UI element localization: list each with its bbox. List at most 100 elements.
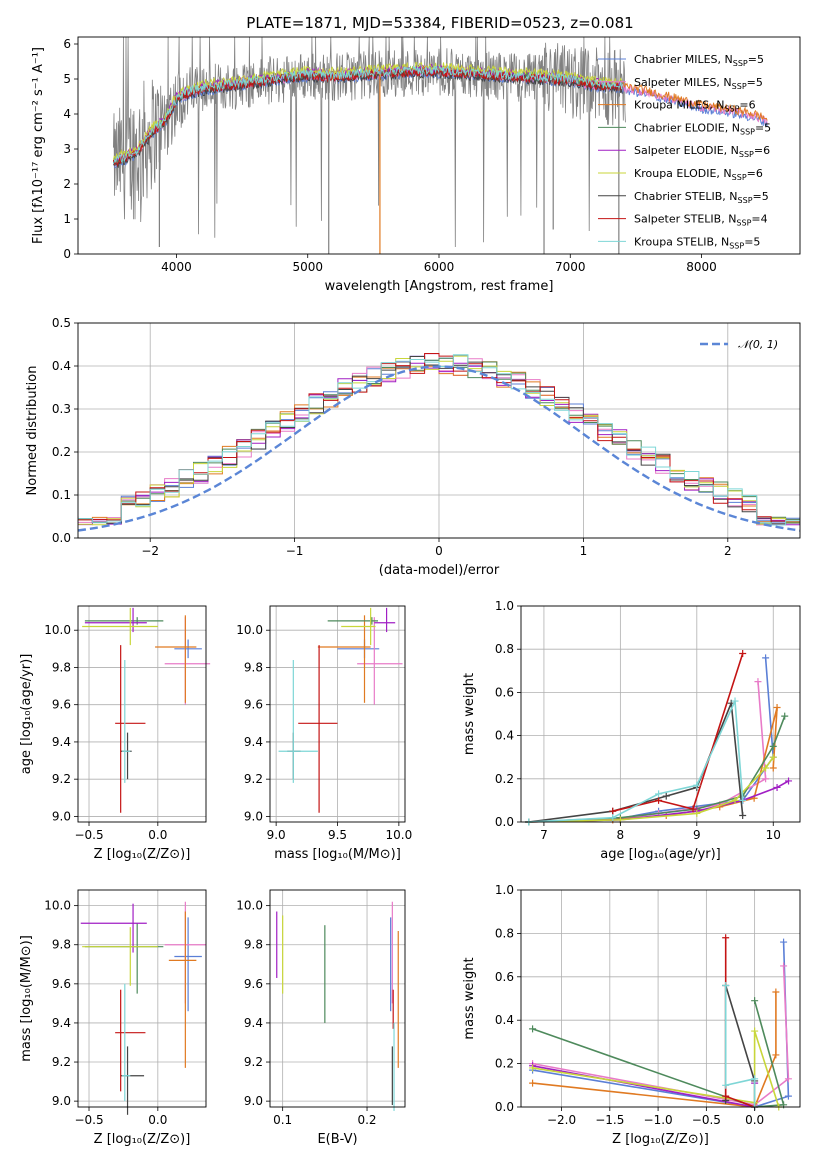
x-tick-label: 4000 [161,260,192,274]
y-tick-label: 0.6 [495,970,514,984]
legend-label: Kroupa MILES, NSSP=6 [634,99,756,114]
x-tick-label: −2 [141,544,159,558]
x-tick-label: 0.2 [357,1113,376,1127]
x-tick-label: 0.0 [745,1113,764,1127]
legend-label: Kroupa ELODIE, NSSP=6 [634,167,763,182]
y-tick-label: 1.0 [495,599,514,613]
x-tick-label: 9.0 [267,828,286,842]
legend-tail: =6 [754,144,770,157]
series-salpeter-stelib [722,934,759,1111]
point-kroupa-miles [168,911,197,1068]
y-tick-label: 9.4 [244,735,263,749]
y-tick-label: 3 [63,142,71,156]
legend-tail: =5 [753,190,769,203]
y-tick-label: 1 [63,212,71,226]
point-kroupa-elodie [82,927,158,986]
point-kroupa-stelib [122,660,131,783]
x-tick-label: 0 [435,544,443,558]
series-marker [609,807,617,815]
legend-tail: =6 [747,167,763,180]
x-tick-label: −0.5 [692,1113,721,1127]
y-tick-label: 9.4 [52,1016,71,1030]
x-tick-label: 0.0 [148,828,167,842]
series-marker [722,1092,730,1100]
series-line [724,985,756,1107]
axes-mass-vs-Z: −0.5 0.0 9.0 9.2 9.4 9.6 9.8 10.0 Z [log₁₀(Z/Z⊙)… [19,889,207,1147]
axes-frame [77,605,207,823]
axes-weight-vs-age: 7 8 9 10 0.0 0.2 0.4 0.6 0.8 1.0 age [log₁₀(age/yr… [462,599,801,862]
y-tick-label: 0.0 [495,1100,514,1114]
series-marker [762,764,770,772]
series-kroupa-elodie [529,1027,783,1111]
series-marker [780,962,788,970]
axes-age-vs-Z: −0.5 0.0 9.0 9.2 9.4 9.6 9.8 10.0 Z [log₁₀(Z/Z⊙)… [19,605,211,862]
series-marker [731,697,739,705]
y-tick-label: 0.0 [495,815,514,829]
series-line [612,653,744,812]
series-marker [689,805,697,813]
series-marker [731,796,739,804]
y-tick-label: 9.6 [52,698,71,712]
histogram-kroupa-stelib [78,354,800,526]
series-marker [751,1075,759,1083]
axes-spectrum: 4000 5000 6000 7000 8000 0 1 2 3 4 5 6 wavelength [A… [31,36,801,294]
point-kroupa-stelib [122,983,131,1102]
x-tick-label: 7000 [555,260,586,274]
series-marker [754,678,762,686]
y-axis-label: mass weight [462,957,477,1039]
legend-label: Salpeter STELIB, NSSP=4 [634,213,768,228]
legend-tail: =5 [744,235,760,248]
point-salpeter-stelib [298,645,338,813]
series-marker [693,809,701,817]
y-tick-label: 0.4 [495,729,514,743]
legend-tail: =5 [748,53,764,66]
y-tick-label: 9.0 [244,809,263,823]
y-tick-label: 10.0 [44,899,71,913]
y-tick-label: 0.3 [52,402,71,416]
x-tick-label: 6000 [424,260,455,274]
point-salpeter-stelib [115,989,146,1092]
series-marker [739,650,747,658]
series-marker [769,742,777,750]
axes-frame [520,889,801,1108]
point-chabrier-stelib [120,1046,145,1115]
y-axis-label: Flux [fλ10⁻¹⁷ erg cm⁻² s⁻¹ A⁻¹] [31,47,46,244]
x-axis-label: Z [log₁₀(Z/Z⊙)] [94,847,191,862]
series-marker [655,796,663,804]
y-axis-label: mass weight [462,673,477,755]
y-tick-label: 0.2 [52,445,71,459]
series-marker [655,790,663,798]
legend-sub: SSP [729,241,744,250]
y-tick-label: 9.6 [244,698,263,712]
legend-sub: SSP [732,173,747,182]
x-tick-label: 8 [617,828,625,842]
point-kroupa-stelib [278,660,318,783]
series-line [532,965,790,1106]
legend-label: Salpeter ELODIE, NSSP=6 [634,144,770,159]
point-salpeter-stelib [115,645,146,813]
y-tick-label: 0.5 [52,316,71,330]
series-line [528,715,786,823]
x-axis-label: age [log₁₀(age/yr)] [600,847,721,862]
series-marker [662,792,670,800]
series-line [532,992,777,1108]
x-tick-label: −1.0 [644,1113,673,1127]
x-tick-label: 9 [693,828,701,842]
y-tick-label: 4 [63,107,71,121]
series-marker [785,777,793,785]
point-kroupa-elodie [341,607,376,646]
series-line [528,756,774,823]
normal-curve [77,365,801,532]
point-chabrier-miles [174,917,202,1012]
series-marker [769,764,777,772]
y-tick-label: 9.0 [52,1094,71,1108]
series-chabrier-miles [529,938,792,1111]
legend-tail: =4 [751,213,767,226]
x-tick-label: −1 [286,544,304,558]
y-tick-label: 10.0 [236,899,263,913]
x-tick-label: 0.1 [273,1113,292,1127]
series-marker [769,753,777,761]
y-tick-label: 9.6 [244,977,263,991]
series-marker [773,704,781,712]
x-axis-label: E(B-V) [317,1132,357,1147]
